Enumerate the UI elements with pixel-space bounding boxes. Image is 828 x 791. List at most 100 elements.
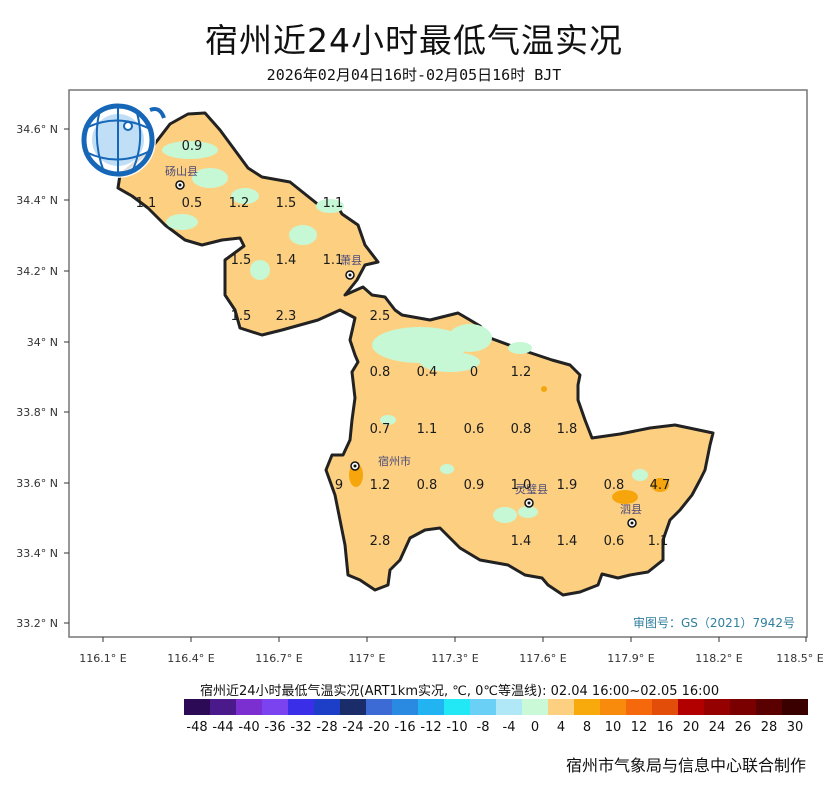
- temp-value: 1.1: [323, 196, 344, 211]
- legend-tick-label: 10: [604, 720, 622, 735]
- temp-value: 1.2: [229, 196, 250, 211]
- map-title: 宿州近24小时最低气温实况: [205, 21, 623, 60]
- temp-value: 1.1: [323, 253, 344, 268]
- lon-tick-label: 116.1° E: [79, 652, 126, 665]
- temp-value: 1.5: [231, 253, 252, 268]
- temp-value: 1.4: [557, 534, 578, 549]
- legend-swatch: [756, 699, 782, 715]
- temp-value: 9: [335, 478, 343, 493]
- temp-value: 2.3: [276, 309, 297, 324]
- producer-credit: 宿州市气象局与信息中心联合制作: [565, 756, 806, 775]
- legend-swatch: [574, 699, 600, 715]
- temp-value: 1.1: [648, 534, 669, 549]
- temp-value: 0.8: [604, 478, 625, 493]
- lat-tick-label: 33.8° N: [16, 406, 58, 419]
- legend-tick-label: -48: [186, 720, 208, 735]
- lon-tick-label: 117° E: [349, 652, 386, 665]
- legend-swatch: [522, 699, 548, 715]
- temp-value: 0.9: [182, 139, 203, 154]
- legend-tick-label: 24: [708, 720, 726, 735]
- legend-tick-label: -40: [238, 720, 260, 735]
- temp-value: 1.5: [231, 309, 252, 324]
- lat-tick-label: 33.2° N: [16, 617, 58, 630]
- legend-tick-label: 16: [656, 720, 674, 735]
- legend-tick-label: -20: [368, 720, 390, 735]
- legend-swatch: [782, 699, 808, 715]
- legend-swatch: [210, 699, 236, 715]
- legend-swatch: [340, 699, 366, 715]
- legend-tick-label: 30: [786, 720, 804, 735]
- legend-swatch: [626, 699, 652, 715]
- temp-value: 1.1: [417, 422, 438, 437]
- city-label: 宿州市: [378, 454, 411, 468]
- temp-value: 0.5: [182, 196, 203, 211]
- legend-labels: -48 -44 -40 -36 -32 -28 -24 -20 -16 -12 -10 -8 -4 0 4 8…: [184, 720, 808, 738]
- temp-value: 1.4: [276, 253, 297, 268]
- legend-swatch: [366, 699, 392, 715]
- legend-tick-label: -36: [264, 720, 286, 735]
- legend-tick-label: 26: [734, 720, 752, 735]
- temp-value: 0.6: [464, 422, 485, 437]
- temp-value: 0: [470, 365, 478, 380]
- legend-swatch: [288, 699, 314, 715]
- latitude-axis: 34.6° N 34.4° N 34.2° N 34° N 33.8° N 33…: [16, 123, 69, 630]
- legend-swatch: [444, 699, 470, 715]
- lon-tick-label: 116.7° E: [255, 652, 302, 665]
- lat-tick-label: 34.2° N: [16, 265, 58, 278]
- legend-swatch: [470, 699, 496, 715]
- map-subtitle: 2026年02月04日16时-02月05日16时 BJT: [266, 66, 562, 84]
- legend-tick-label: -32: [290, 720, 312, 735]
- legend-tick-label: 4: [556, 720, 566, 735]
- lon-tick-label: 117.9° E: [607, 652, 654, 665]
- legend-tick-label: -12: [420, 720, 442, 735]
- lat-tick-label: 34° N: [27, 336, 58, 349]
- city-label: 萧县: [340, 254, 362, 267]
- legend-swatch: [418, 699, 444, 715]
- lon-tick-label: 117.3° E: [431, 652, 478, 665]
- city-label: 灵璧县: [515, 482, 548, 496]
- legend-tick-label: 20: [682, 720, 700, 735]
- legend-caption: 宿州近24小时最低气温实况(ART1km实况, ℃, 0℃等温线): 02.04…: [200, 684, 720, 699]
- temp-value: 0.8: [370, 365, 391, 380]
- lat-tick-label: 33.6° N: [16, 477, 58, 490]
- temp-value: 1.0: [511, 478, 532, 493]
- longitude-axis: 116.1° E 116.4° E 116.7° E 117° E 117.3°…: [79, 637, 824, 665]
- temp-value: 0.8: [417, 478, 438, 493]
- temp-value: 1.8: [557, 422, 578, 437]
- map-review-number: 审图号：GS（2021）7942号: [633, 615, 795, 630]
- temp-value: 1.1: [136, 196, 157, 211]
- legend-swatch: [314, 699, 340, 715]
- lat-tick-label: 33.4° N: [16, 547, 58, 560]
- legend-tick-label: -16: [394, 720, 416, 735]
- legend-tick-label: -28: [316, 720, 338, 735]
- temp-value: 0.9: [464, 478, 485, 493]
- temp-value: 0.4: [417, 365, 438, 380]
- legend-swatch: [184, 699, 210, 715]
- temp-value: 0.8: [511, 422, 532, 437]
- below-zero-areas: [162, 141, 648, 523]
- meteorology-logo: [80, 102, 166, 178]
- legend-tick-label: 28: [760, 720, 778, 735]
- legend-swatch: [652, 699, 678, 715]
- legend-swatch: [496, 699, 522, 715]
- legend-swatch: [262, 699, 288, 715]
- temp-value: 0.6: [604, 534, 625, 549]
- legend-tick-label: 0: [530, 720, 540, 735]
- temp-value: 1.9: [557, 478, 578, 493]
- lon-tick-label: 117.6° E: [519, 652, 566, 665]
- legend-swatch: [600, 699, 626, 715]
- lon-tick-label: 118.5° E: [776, 652, 823, 665]
- legend-swatch: [704, 699, 730, 715]
- legend-swatch: [236, 699, 262, 715]
- lat-tick-label: 34.4° N: [16, 194, 58, 207]
- legend-tick-label: -24: [342, 720, 364, 735]
- legend-tick-label: 8: [582, 720, 592, 735]
- color-legend: [184, 699, 808, 715]
- temp-value: 2.5: [370, 309, 391, 324]
- temp-value: 1.2: [511, 365, 532, 380]
- legend-swatch: [678, 699, 704, 715]
- legend-tick-label: -44: [212, 720, 234, 735]
- legend-tick-label: 12: [630, 720, 648, 735]
- city-label: 泗县: [620, 503, 642, 516]
